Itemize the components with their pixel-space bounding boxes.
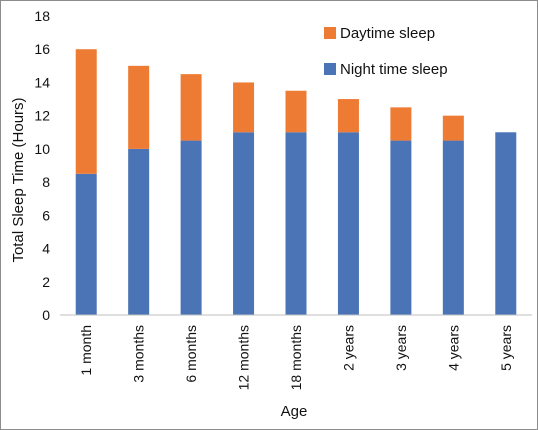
bar-daytime-sleep (285, 90, 307, 133)
x-axis-title: Age (281, 403, 308, 420)
y-tick-label: 18 (34, 8, 50, 24)
y-tick-label: 0 (42, 307, 50, 323)
y-tick-label: 14 (34, 74, 50, 90)
y-tick-label: 2 (42, 274, 50, 290)
x-tick-label: 4 years (445, 325, 461, 371)
bar-daytime-sleep (442, 115, 464, 141)
x-tick-label: 3 years (393, 325, 409, 371)
bar-daytime-sleep (128, 65, 150, 149)
bar-night-time-sleep (495, 132, 517, 315)
y-tick-label: 4 (42, 241, 50, 257)
x-tick-label: 6 months (183, 325, 199, 383)
x-tick-label: 2 years (340, 325, 356, 371)
bar-daytime-sleep (390, 107, 412, 141)
y-tick-label: 6 (42, 207, 50, 223)
y-tick-label: 12 (34, 108, 50, 124)
bar-night-time-sleep (390, 140, 412, 315)
x-tick-label: 3 months (131, 325, 147, 383)
bar-night-time-sleep (442, 140, 464, 315)
y-axis-ticks: 0 2 4 6 8 10 12 14 16 18 (34, 8, 50, 323)
bar-night-time-sleep (180, 140, 202, 315)
bar-daytime-sleep (337, 99, 359, 133)
x-tick-label: 1 month (78, 325, 94, 376)
legend-label: Night time sleep (340, 61, 448, 78)
bar-night-time-sleep (128, 148, 150, 315)
y-tick-label: 16 (34, 41, 50, 57)
bar-night-time-sleep (233, 132, 255, 315)
bar-night-time-sleep (285, 132, 307, 315)
legend: Daytime sleep Night time sleep (324, 25, 448, 78)
x-tick-label: 18 months (288, 325, 304, 390)
bar-daytime-sleep (233, 82, 255, 133)
bar-daytime-sleep (75, 49, 97, 174)
legend-swatch (324, 63, 336, 75)
bar-daytime-sleep (180, 74, 202, 141)
legend-swatch (324, 27, 336, 39)
y-axis-title: Total Sleep Time (Hours) (10, 97, 27, 262)
y-tick-label: 10 (34, 141, 50, 157)
y-tick-label: 8 (42, 174, 50, 190)
x-tick-label: 5 years (498, 325, 514, 371)
legend-label: Daytime sleep (340, 25, 435, 42)
bar-night-time-sleep (337, 132, 359, 315)
bar-night-time-sleep (75, 173, 97, 315)
x-tick-label: 12 months (236, 325, 252, 390)
bars (75, 49, 517, 315)
x-axis-ticks: 1 month 3 months 6 months 12 months 18 month… (78, 325, 514, 390)
